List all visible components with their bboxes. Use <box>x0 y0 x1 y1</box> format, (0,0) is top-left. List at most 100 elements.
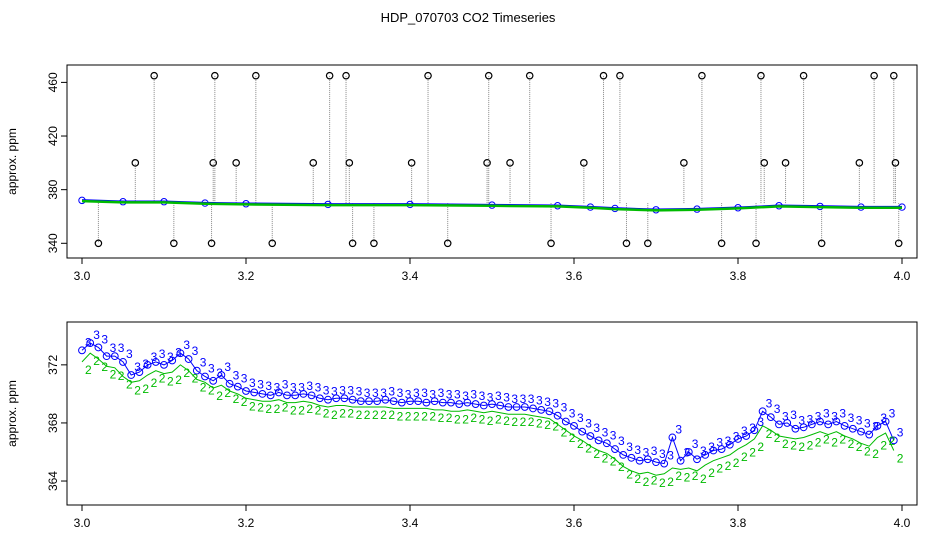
outlier-point <box>94 239 103 248</box>
data-point <box>324 395 332 404</box>
y-tick-label: 420 <box>46 126 60 146</box>
point-label: 2 <box>282 401 289 415</box>
point-label: 3 <box>733 430 740 444</box>
point-label: 2 <box>93 354 100 368</box>
data-point <box>274 388 283 397</box>
data-point <box>422 398 431 407</box>
point-label: 3 <box>528 392 535 406</box>
point-label: 3 <box>241 372 248 386</box>
data-point <box>479 401 488 410</box>
point-label: 2 <box>733 456 740 470</box>
point-label: 2 <box>438 411 445 425</box>
outlier-point <box>131 159 140 167</box>
data-point <box>94 343 103 352</box>
x-tick-label: 4.0 <box>894 516 911 530</box>
data-point <box>233 382 242 391</box>
point-label: 3 <box>421 386 428 400</box>
data-point <box>78 346 86 355</box>
outlier-point <box>717 239 726 248</box>
data-point <box>365 397 373 406</box>
outlier-point <box>407 159 416 167</box>
data-point <box>332 394 341 403</box>
point-label: 2 <box>872 447 879 461</box>
point-label: 2 <box>151 376 158 390</box>
outlier-point <box>252 71 260 80</box>
point-label: 3 <box>725 434 732 448</box>
outlier-point <box>484 71 493 80</box>
point-label: 2 <box>602 452 609 466</box>
point-label: 2 <box>192 372 199 386</box>
point-label: 2 <box>167 375 174 389</box>
point-label: 3 <box>667 449 674 463</box>
data-point <box>807 420 816 429</box>
data-point <box>627 453 636 462</box>
outlier-point <box>170 239 178 248</box>
point-label: 2 <box>356 408 363 422</box>
point-label: 2 <box>134 383 141 397</box>
data-point <box>520 403 529 411</box>
point-label: 3 <box>659 447 666 461</box>
point-label: 2 <box>528 415 535 429</box>
data-point <box>857 427 865 436</box>
point-label: 3 <box>766 396 773 410</box>
point-label: 3 <box>397 386 404 400</box>
point-label: 2 <box>388 408 395 422</box>
x-tick-label: 4.0 <box>894 269 911 283</box>
series-line <box>81 199 902 212</box>
point-label: 2 <box>889 434 896 448</box>
outlier-point <box>817 239 826 248</box>
data-point <box>201 372 209 381</box>
data-point <box>889 436 898 445</box>
point-label: 3 <box>618 434 625 448</box>
x-tick-label: 3.6 <box>566 269 583 283</box>
point-label: 3 <box>692 437 699 451</box>
outlier-point <box>580 159 588 167</box>
point-label: 3 <box>757 415 764 429</box>
point-label: 2 <box>807 438 814 452</box>
point-label: 3 <box>167 350 174 364</box>
outlier-point <box>760 159 769 167</box>
data-point <box>512 403 521 411</box>
point-label: 2 <box>487 414 494 428</box>
point-label: 2 <box>208 383 215 397</box>
point-label: 3 <box>897 425 904 439</box>
x-tick-label: 3.8 <box>730 269 747 283</box>
point-label: 2 <box>856 440 863 454</box>
point-label: 3 <box>643 446 650 460</box>
data-point <box>102 352 111 361</box>
point-label: 3 <box>298 380 305 394</box>
point-label: 3 <box>159 347 166 361</box>
top-plot-panel: 3.0 3.2 3.4 3.6 3.8 4.0 340 380 420 460 approx. pp… <box>5 64 918 283</box>
point-label: 2 <box>257 401 264 415</box>
data-point <box>775 420 783 429</box>
point-label: 2 <box>577 437 584 451</box>
point-label: 3 <box>593 421 600 435</box>
data-point <box>701 450 710 459</box>
outlier-point <box>599 71 608 80</box>
data-point <box>135 368 144 377</box>
point-label: 2 <box>249 399 256 413</box>
x-tick-label: 3.8 <box>730 516 747 530</box>
outlier-point <box>483 159 491 167</box>
point-label: 2 <box>839 433 846 447</box>
data-point <box>783 419 792 427</box>
data-point <box>553 411 562 420</box>
data-point <box>709 446 718 455</box>
figure-title: HDP_070703 CO2 Timeseries <box>381 10 556 25</box>
point-label: 2 <box>618 460 625 474</box>
point-label: 2 <box>700 472 707 486</box>
data-point <box>463 398 472 407</box>
data-point <box>881 417 890 426</box>
point-label: 3 <box>110 341 117 355</box>
data-point <box>684 448 693 456</box>
point-label: 2 <box>643 475 650 489</box>
data-point <box>824 420 833 429</box>
data-point <box>488 400 496 408</box>
point-label: 2 <box>782 437 789 451</box>
point-label: 2 <box>659 476 666 490</box>
point-label: 2 <box>593 447 600 461</box>
point-label: 3 <box>807 412 814 426</box>
point-label: 2 <box>315 404 322 418</box>
point-label: 3 <box>684 446 691 460</box>
point-label: 3 <box>536 393 543 407</box>
